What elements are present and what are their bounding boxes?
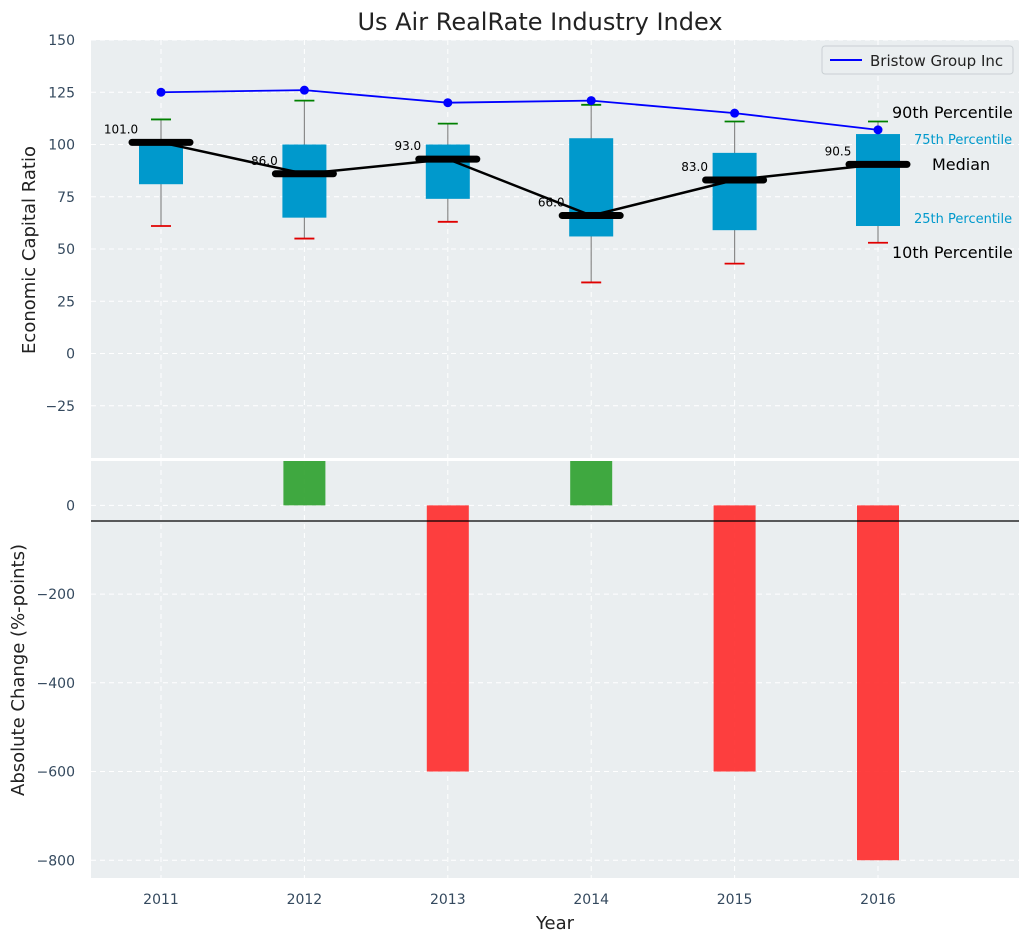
chart-title: Us Air RealRate Industry Index: [357, 8, 722, 36]
median-label: 86.0: [251, 154, 278, 168]
median-label: 90.5: [825, 144, 852, 158]
annotation-75th: 75th Percentile: [914, 133, 1012, 148]
legend-box: [821, 45, 1014, 75]
company-line: [160, 89, 879, 131]
bottom-y-tick-label: −200: [37, 587, 75, 603]
annotation-10th: 10th Percentile: [892, 243, 1013, 262]
top-y-tick-label: 75: [57, 190, 75, 206]
top-y-tick-label: 25: [57, 294, 75, 310]
top-y-tick-label: 0: [66, 347, 75, 363]
median-label: 83.0: [681, 160, 708, 174]
change-bar-positive: [570, 461, 613, 506]
box-iqr: [856, 134, 900, 227]
bottom-y-tick-label: −600: [37, 765, 75, 781]
bottom-y-tick-label: −400: [37, 676, 75, 692]
change-bar-negative: [857, 505, 899, 861]
x-tick-label: 2014: [573, 892, 609, 908]
company-point: [730, 108, 740, 118]
top-boxes: [139, 99, 900, 284]
change-bars: [283, 461, 899, 861]
bottom-y-axis-label: Absolute Change (%-points): [8, 544, 29, 796]
median-trend: [128, 138, 911, 220]
box-iqr: [139, 142, 183, 185]
box-iqr: [569, 138, 614, 237]
company-point: [156, 87, 166, 97]
change-bar-negative: [713, 505, 756, 772]
x-ticks: 2011 2012 2013 2014 2015 2016: [143, 892, 896, 908]
median-label: 66.0: [538, 196, 565, 210]
x-tick-label: 2015: [717, 892, 753, 908]
x-tick-label: 2013: [430, 892, 466, 908]
top-y-tick-label: 50: [57, 242, 75, 258]
annotation-90th: 90th Percentile: [892, 103, 1013, 122]
bottom-y-tick-label: −800: [37, 853, 75, 869]
legend: Bristow Group Inc: [821, 45, 1014, 75]
top-y-tick-label: −25: [45, 399, 75, 415]
change-bar-positive: [283, 461, 326, 506]
legend-label: Bristow Group Inc: [870, 52, 1003, 70]
bottom-y-tick-label: 0: [66, 498, 75, 514]
bottom-y-ticks: −800 −600 −400 −200 0: [37, 498, 75, 869]
company-series: [156, 85, 883, 135]
top-y-ticks: −25 0 25 50 75 100 125 150: [45, 33, 75, 415]
company-point: [443, 98, 453, 108]
top-y-axis-label: Economic Capital Ratio: [19, 146, 40, 354]
median-labels: 101.0 86.0 93.0 66.0 83.0 90.5: [104, 122, 852, 209]
change-bar-negative: [426, 505, 469, 772]
box-iqr: [425, 144, 470, 199]
company-point: [586, 96, 596, 106]
annotation-25th: 25th Percentile: [914, 212, 1012, 227]
median-label: 101.0: [104, 122, 138, 136]
x-tick-label: 2011: [143, 892, 179, 908]
company-point: [873, 125, 883, 135]
x-tick-label: 2016: [860, 892, 896, 908]
x-tick-label: 2012: [287, 892, 323, 908]
box-iqr: [282, 144, 327, 218]
top-y-tick-label: 125: [48, 85, 75, 101]
company-point: [299, 85, 309, 95]
top-grid: [91, 39, 1019, 458]
x-axis-label: Year: [535, 913, 575, 934]
top-panel: −25 0 25 50 75 100 125 150 101.0 86.0 93.0 66.0 83.…: [19, 33, 1019, 458]
median-label: 93.0: [394, 139, 421, 153]
top-y-tick-label: 150: [48, 33, 75, 49]
bottom-panel: −800 −600 −400 −200 0 Absolute Change (%-poi…: [8, 461, 1019, 878]
annotation-median: Median: [932, 155, 990, 174]
box-iqr: [712, 152, 757, 231]
top-y-tick-label: 100: [48, 138, 75, 154]
